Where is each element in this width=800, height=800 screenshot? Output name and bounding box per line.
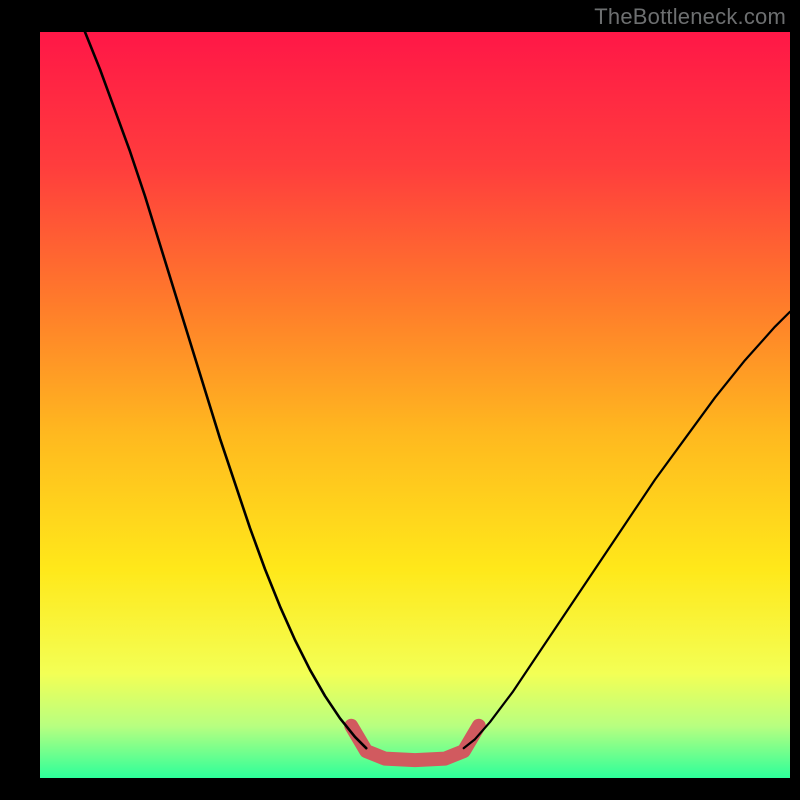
curve-left bbox=[85, 32, 366, 748]
chart-overlay bbox=[0, 0, 800, 800]
chart-frame: TheBottleneck.com bbox=[0, 0, 800, 800]
valley-marker bbox=[351, 726, 479, 760]
watermark-text: TheBottleneck.com bbox=[594, 4, 786, 30]
curve-right bbox=[464, 312, 790, 748]
